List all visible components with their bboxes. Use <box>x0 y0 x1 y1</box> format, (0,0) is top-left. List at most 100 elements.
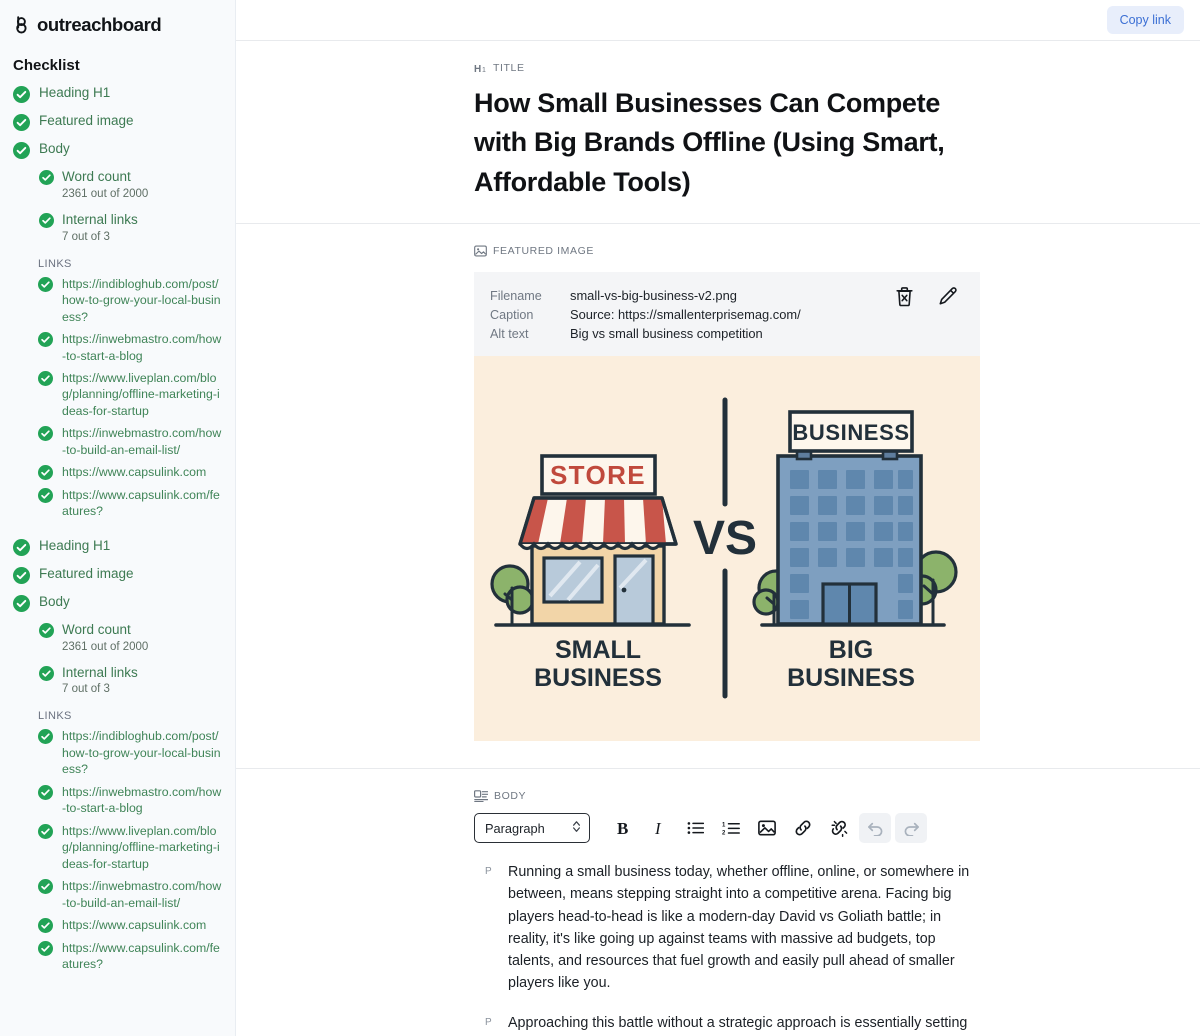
svg-text:VS: VS <box>693 512 757 565</box>
brand[interactable]: outreachboard <box>0 0 235 41</box>
sidebar: outreachboard Checklist Heading H1 Featur… <box>0 0 236 1036</box>
check-circle-icon <box>13 114 30 131</box>
bold-button[interactable]: B <box>607 813 639 843</box>
svg-text:BUSINESS: BUSINESS <box>534 664 662 692</box>
checklist-link-item[interactable]: https://inwebmastro.com/how-to-build-an-… <box>0 422 235 461</box>
body-paragraph[interactable]: P Approaching this battle without a strat… <box>474 1012 980 1036</box>
italic-button[interactable]: I <box>643 813 675 843</box>
page-title[interactable]: How Small Businesses Can Compete with Bi… <box>474 88 945 197</box>
featured-image-preview[interactable]: VS <box>474 356 980 742</box>
checklist-link-url[interactable]: https://inwebmastro.com/how-to-start-a-b… <box>62 332 222 363</box>
checklist-link-url[interactable]: https://www.liveplan.com/blog/planning/o… <box>62 823 220 871</box>
remove-link-button[interactable] <box>823 813 855 843</box>
svg-text:2: 2 <box>722 830 726 835</box>
section-divider <box>236 768 1200 770</box>
body-paragraphs[interactable]: P Running a small business today, whether… <box>474 861 980 1036</box>
checklist-link-item[interactable]: https://www.capsulink.com <box>0 461 235 483</box>
checklist-title: Checklist <box>13 57 80 74</box>
meta-key: Caption <box>490 308 534 323</box>
checklist-link-item[interactable]: https://www.liveplan.com/blog/planning/o… <box>0 820 235 875</box>
featured-image-label: FEATURED IMAGE <box>474 224 980 257</box>
checklist-sections: Heading H1 Featured image Body Word count 23… <box>0 80 235 985</box>
checklist-subitem[interactable]: Internal links 7 out of 3 <box>0 207 235 250</box>
body-paragraph[interactable]: P Running a small business today, whether… <box>474 861 980 994</box>
checklist-item[interactable]: Heading H1 <box>0 533 235 561</box>
title-section-label-text: TITLE <box>493 62 525 74</box>
check-circle-icon <box>13 86 30 103</box>
checklist-link-item[interactable]: https://www.liveplan.com/blog/planning/o… <box>0 367 235 422</box>
chevron-updown-icon <box>572 820 581 836</box>
checklist-link-url[interactable]: https://indibloghub.com/post/how-to-grow… <box>62 276 221 324</box>
checklist-link-url[interactable]: https://www.liveplan.com/blog/planning/o… <box>62 370 220 418</box>
checklist-link-url[interactable]: https://www.capsulink.com <box>62 465 207 480</box>
bullet-list-button[interactable] <box>679 813 711 843</box>
check-circle-icon <box>38 370 53 386</box>
checklist-item[interactable]: Body <box>0 589 235 617</box>
checklist-subitem-label: Internal links <box>62 211 138 227</box>
paragraph-text[interactable]: Approaching this battle without a strate… <box>508 1015 968 1032</box>
paragraph-text[interactable]: Running a small business today, whether … <box>508 864 970 991</box>
body-icon <box>474 790 488 803</box>
outreachboard-logo-icon <box>13 15 32 35</box>
copy-link-button[interactable]: Copy link <box>1106 6 1184 34</box>
paragraph-marker: P <box>485 1017 492 1029</box>
check-circle-icon <box>38 465 53 481</box>
checklist-link-item[interactable]: https://www.capsulink.com <box>0 914 235 936</box>
checklist-item[interactable]: Featured image <box>0 561 235 589</box>
checklist-subitem-label: Internal links <box>62 664 138 680</box>
body-label: BODY <box>474 769 980 803</box>
checklist-link-item[interactable]: https://inwebmastro.com/how-to-start-a-b… <box>0 781 235 820</box>
links-heading: LINKS <box>38 257 72 270</box>
svg-text:1: 1 <box>722 822 726 828</box>
checklist-link-url[interactable]: https://www.capsulink.com/features? <box>62 487 220 519</box>
image-icon <box>474 245 487 257</box>
featured-image-meta-row: Filename small-vs-big-business-v2.png <box>490 286 964 305</box>
block-format-select[interactable]: Paragraph <box>474 813 590 844</box>
svg-text:1: 1 <box>482 67 487 74</box>
check-circle-icon <box>38 426 53 442</box>
checklist-link-url[interactable]: https://www.capsulink.com/features? <box>62 940 220 971</box>
checklist-link-url[interactable]: https://indibloghub.com/post/how-to-grow… <box>62 729 221 777</box>
svg-text:BUSINESS: BUSINESS <box>787 664 915 692</box>
insert-link-button[interactable] <box>787 813 819 843</box>
editor-toolbar: Paragraph B I <box>474 813 980 844</box>
meta-key: Filename <box>490 289 542 304</box>
featured-image-section: FEATURED IMAGE Filename small-vs-big-busi… <box>236 224 1200 770</box>
checklist-link-item[interactable]: https://inwebmastro.com/how-to-build-an-… <box>0 875 235 914</box>
checklist-subitem[interactable]: Internal links 7 out of 3 <box>0 660 235 703</box>
svg-text:BIG: BIG <box>829 636 873 664</box>
checklist-subitem-label: Word count <box>62 169 131 184</box>
redo-button[interactable] <box>895 813 927 844</box>
checklist-subitem-label: Word count <box>62 621 131 637</box>
check-circle-icon <box>38 879 53 895</box>
pencil-icon[interactable] <box>938 286 958 307</box>
checklist-link-item[interactable]: https://indibloghub.com/post/how-to-grow… <box>0 725 235 780</box>
checklist-subitem[interactable]: Word count 2361 out of 2000 <box>0 164 235 207</box>
checklist-link-item[interactable]: https://www.capsulink.com/features? <box>0 937 235 976</box>
main-content: Copy link H 1 TITLE How Small Businesses… <box>236 0 1200 1036</box>
block-format-value: Paragraph <box>485 820 545 836</box>
featured-image-meta-row: Caption Source: https://smallenterprisema… <box>490 305 964 324</box>
checklist-link-item[interactable]: https://inwebmastro.com/how-to-start-a-b… <box>0 328 235 367</box>
brand-name: outreachboard <box>37 14 162 35</box>
check-circle-icon <box>38 332 53 348</box>
checklist-item[interactable]: Featured image <box>0 108 235 136</box>
undo-button[interactable] <box>859 813 891 844</box>
checklist-item[interactable]: Heading H1 <box>0 80 235 108</box>
numbered-list-button[interactable]: 1 2 <box>715 813 747 843</box>
check-circle-icon <box>13 142 30 159</box>
insert-image-button[interactable] <box>751 813 783 843</box>
checklist-link-url[interactable]: https://inwebmastro.com/how-to-start-a-b… <box>62 784 222 816</box>
checklist-item[interactable]: Body <box>0 136 235 164</box>
checklist-link-item[interactable]: https://www.capsulink.com/features? <box>0 484 235 523</box>
checklist-link-url[interactable]: https://inwebmastro.com/how-to-build-an-… <box>62 426 222 457</box>
trash-icon[interactable] <box>895 286 914 307</box>
checklist-link-item[interactable]: https://indibloghub.com/post/how-to-grow… <box>0 273 235 328</box>
checklist-link-url[interactable]: https://inwebmastro.com/how-to-build-an-… <box>62 879 222 910</box>
checklist-link-url[interactable]: https://www.capsulink.com <box>62 918 207 933</box>
checklist-subitem[interactable]: Word count 2361 out of 2000 <box>0 617 235 660</box>
svg-text:I: I <box>654 820 662 837</box>
svg-text:H: H <box>474 64 482 74</box>
check-circle-icon <box>38 276 53 292</box>
